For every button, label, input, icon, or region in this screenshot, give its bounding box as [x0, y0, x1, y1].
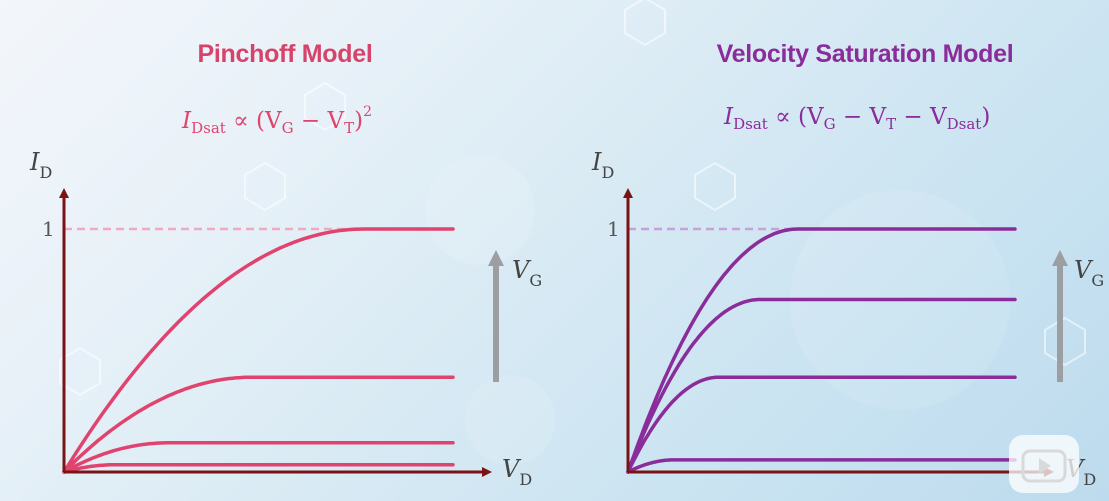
right-y-axis-label: ID	[591, 148, 614, 182]
left-y-axis-label: ID	[29, 148, 52, 182]
right-vg-label: VG	[1074, 256, 1104, 290]
left-plot	[59, 188, 504, 477]
left-x-axis-label: VD	[502, 455, 532, 489]
right-curve-2	[626, 297, 1017, 474]
right-formula: IDsat ∝ (VG − VT − VDsat)	[724, 104, 991, 133]
left-curve-3	[62, 441, 455, 474]
right-curve-4	[626, 458, 1017, 474]
left-vg-label: VG	[512, 256, 542, 290]
left-tick-one: 1	[42, 217, 55, 241]
right-tick-one: 1	[607, 217, 620, 241]
right-curve-1	[626, 227, 1017, 474]
right-curve-3	[626, 375, 1017, 474]
right-plot	[623, 188, 1068, 477]
right-curves	[626, 227, 1017, 474]
video-logo-badge	[1009, 435, 1079, 493]
left-formula: IDsat ∝ (VG − VT)2	[182, 104, 373, 137]
right-panel-title: Velocity Saturation Model	[716, 40, 1014, 68]
left-curve-4	[62, 462, 455, 474]
left-curve-1	[62, 227, 455, 474]
left-panel-title: Pinchoff Model	[197, 40, 373, 68]
play-icon	[1021, 449, 1067, 483]
left-curve-2	[62, 375, 455, 474]
left-curves	[62, 227, 455, 474]
